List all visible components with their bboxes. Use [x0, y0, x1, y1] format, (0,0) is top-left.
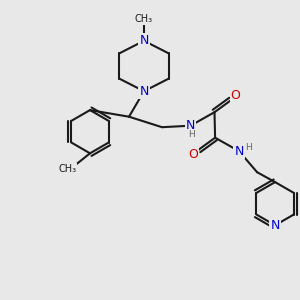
Text: CH₃: CH₃ — [135, 14, 153, 24]
Text: O: O — [231, 89, 240, 102]
Text: O: O — [188, 148, 198, 161]
Text: H: H — [245, 143, 252, 152]
Text: N: N — [270, 219, 280, 232]
Text: N: N — [139, 34, 149, 47]
Text: N: N — [139, 85, 149, 98]
Text: H: H — [188, 130, 194, 139]
Text: CH₃: CH₃ — [58, 164, 76, 174]
Text: N: N — [234, 145, 244, 158]
Text: N: N — [186, 119, 195, 132]
